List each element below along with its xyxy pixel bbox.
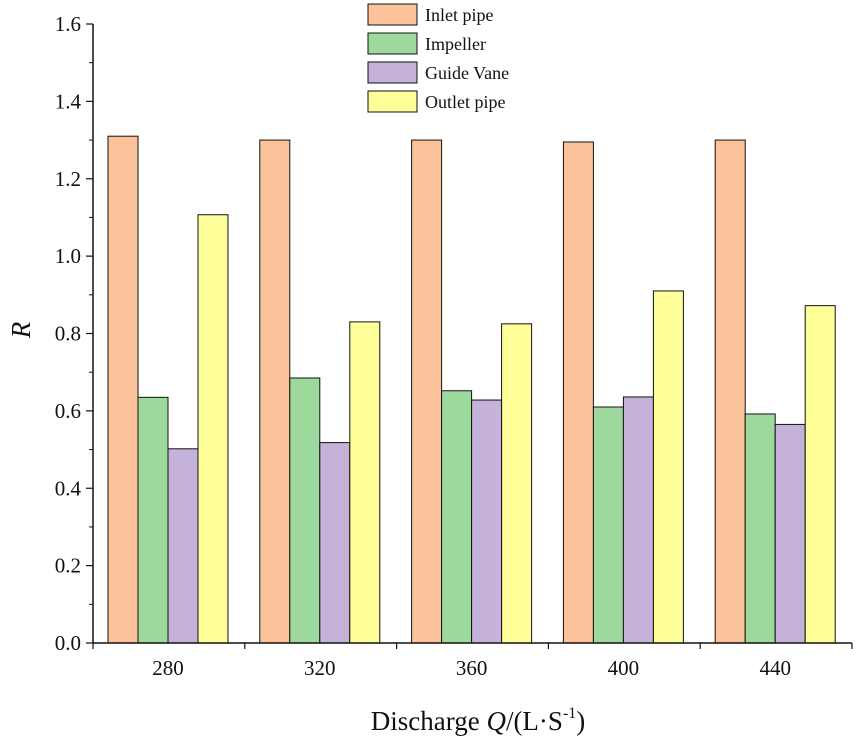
y-tick-label: 1.0 — [55, 244, 81, 268]
bar-impeller-320 — [289, 377, 321, 644]
legend-label: Inlet pipe — [425, 5, 493, 25]
x-axis-title-variable: Q — [486, 706, 506, 736]
bar-outlet-pipe-440 — [804, 305, 836, 644]
legend-label: Impeller — [425, 34, 486, 54]
y-tick-label: 0.4 — [55, 476, 82, 500]
bar-outlet-pipe-280 — [197, 214, 229, 644]
legend-swatch — [367, 61, 418, 84]
bar-impeller-280 — [137, 396, 169, 644]
bar-guide-vane-320 — [319, 442, 351, 644]
legend: Inlet pipe Impeller Guide Vane Outlet pipe — [367, 3, 509, 113]
x-axis-title-unit: /(L·S — [506, 706, 563, 736]
bar-inlet-pipe-360 — [411, 139, 443, 644]
legend-label: Guide Vane — [425, 63, 509, 83]
bar-impeller-440 — [744, 413, 776, 644]
bars-group — [107, 135, 836, 644]
bar-impeller-400 — [592, 406, 624, 644]
bar-inlet-pipe-320 — [259, 139, 291, 644]
y-tick-label: 1.2 — [55, 167, 81, 191]
x-axis-title-prefix: Discharge — [371, 706, 487, 736]
y-tick-label: 0.0 — [55, 631, 81, 655]
y-tick-label: 0.2 — [55, 554, 81, 578]
bar-guide-vane-360 — [471, 399, 503, 644]
bar-outlet-pipe-360 — [501, 323, 533, 644]
ticks-group: 0.0 0.2 0.4 0.6 0.8 1.0 1.2 1.4 1.6 280 320 360 400 4… — [55, 12, 853, 680]
bar-inlet-pipe-440 — [714, 139, 746, 644]
y-tick-label: 0.8 — [55, 322, 81, 346]
bar-outlet-pipe-320 — [349, 321, 381, 644]
x-tick-label: 400 — [608, 656, 640, 680]
bar-outlet-pipe-400 — [652, 290, 684, 644]
bar-inlet-pipe-280 — [107, 135, 139, 644]
y-tick-label: 1.6 — [55, 12, 81, 36]
bar-guide-vane-280 — [167, 448, 199, 644]
legend-label: Outlet pipe — [425, 92, 505, 112]
bar-inlet-pipe-400 — [562, 141, 594, 644]
bar-guide-vane-440 — [774, 423, 806, 644]
bar-impeller-360 — [441, 390, 473, 644]
y-axis-title: R — [6, 321, 36, 339]
x-axis-title-close: ) — [576, 706, 585, 736]
x-axis-title: Discharge Q/(L·S-1) — [371, 705, 586, 736]
legend-swatch — [367, 90, 418, 113]
x-tick-label: 320 — [304, 656, 336, 680]
x-tick-label: 440 — [759, 656, 791, 680]
y-tick-label: 1.4 — [55, 89, 82, 113]
x-tick-label: 280 — [152, 656, 184, 680]
y-tick-label: 0.6 — [55, 399, 81, 423]
legend-swatch — [367, 3, 418, 26]
x-tick-label: 360 — [456, 656, 488, 680]
bar-guide-vane-400 — [622, 396, 654, 644]
legend-swatch — [367, 32, 418, 55]
x-axis-title-exponent: -1 — [563, 705, 576, 722]
